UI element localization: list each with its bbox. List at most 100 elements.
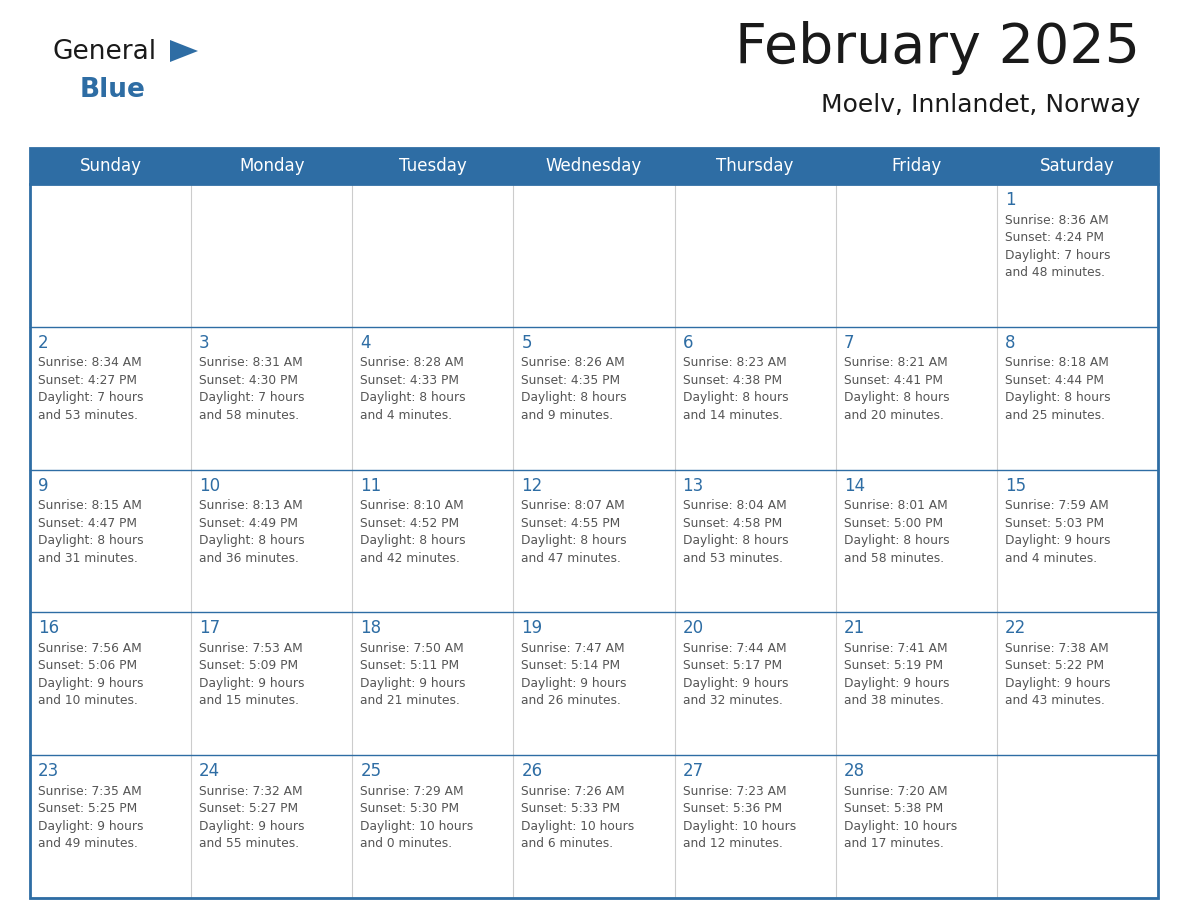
Text: and 32 minutes.: and 32 minutes. — [683, 694, 783, 708]
Text: Sunset: 4:52 PM: Sunset: 4:52 PM — [360, 517, 460, 530]
Text: Daylight: 9 hours: Daylight: 9 hours — [1005, 677, 1111, 690]
Text: Daylight: 8 hours: Daylight: 8 hours — [38, 534, 144, 547]
Text: Sunset: 4:33 PM: Sunset: 4:33 PM — [360, 374, 460, 386]
Text: 9: 9 — [38, 476, 49, 495]
Polygon shape — [170, 40, 198, 62]
Text: Sunset: 5:06 PM: Sunset: 5:06 PM — [38, 659, 137, 672]
Text: Daylight: 8 hours: Daylight: 8 hours — [360, 391, 466, 404]
Text: 23: 23 — [38, 762, 59, 780]
Text: Sunset: 5:03 PM: Sunset: 5:03 PM — [1005, 517, 1104, 530]
Text: Daylight: 8 hours: Daylight: 8 hours — [522, 534, 627, 547]
Text: Daylight: 7 hours: Daylight: 7 hours — [38, 391, 144, 404]
Text: Daylight: 8 hours: Daylight: 8 hours — [360, 534, 466, 547]
Bar — [675, 184, 835, 327]
Text: Sunset: 5:25 PM: Sunset: 5:25 PM — [38, 802, 138, 815]
Text: and 53 minutes.: and 53 minutes. — [38, 409, 138, 421]
Text: Daylight: 8 hours: Daylight: 8 hours — [843, 391, 949, 404]
Bar — [835, 184, 997, 327]
Text: Friday: Friday — [891, 157, 941, 175]
Text: Sunday: Sunday — [80, 157, 141, 175]
Text: Sunrise: 8:28 AM: Sunrise: 8:28 AM — [360, 356, 465, 369]
Bar — [191, 184, 353, 327]
Text: 1: 1 — [1005, 191, 1016, 209]
Text: and 53 minutes.: and 53 minutes. — [683, 552, 783, 565]
Bar — [353, 756, 513, 898]
Text: 4: 4 — [360, 334, 371, 352]
Text: Sunrise: 8:23 AM: Sunrise: 8:23 AM — [683, 356, 786, 369]
Text: Daylight: 10 hours: Daylight: 10 hours — [522, 820, 634, 833]
Text: and 15 minutes.: and 15 minutes. — [200, 694, 299, 708]
Bar — [353, 612, 513, 756]
Text: and 55 minutes.: and 55 minutes. — [200, 837, 299, 850]
Bar — [30, 327, 191, 470]
Text: and 58 minutes.: and 58 minutes. — [843, 552, 943, 565]
Text: 17: 17 — [200, 620, 220, 637]
Text: Sunrise: 7:32 AM: Sunrise: 7:32 AM — [200, 785, 303, 798]
Bar — [997, 327, 1158, 470]
Text: 8: 8 — [1005, 334, 1016, 352]
Text: Sunset: 5:30 PM: Sunset: 5:30 PM — [360, 802, 460, 815]
Text: Sunrise: 7:53 AM: Sunrise: 7:53 AM — [200, 642, 303, 655]
Bar — [997, 470, 1158, 612]
Text: Sunset: 4:24 PM: Sunset: 4:24 PM — [1005, 231, 1104, 244]
Text: Daylight: 7 hours: Daylight: 7 hours — [200, 391, 304, 404]
Text: 22: 22 — [1005, 620, 1026, 637]
Text: Blue: Blue — [80, 77, 146, 103]
Text: Daylight: 9 hours: Daylight: 9 hours — [200, 820, 304, 833]
Bar — [997, 612, 1158, 756]
Text: Sunrise: 8:07 AM: Sunrise: 8:07 AM — [522, 499, 625, 512]
Text: Sunrise: 7:26 AM: Sunrise: 7:26 AM — [522, 785, 625, 798]
Text: Sunset: 4:49 PM: Sunset: 4:49 PM — [200, 517, 298, 530]
Text: and 21 minutes.: and 21 minutes. — [360, 694, 460, 708]
Text: and 42 minutes.: and 42 minutes. — [360, 552, 460, 565]
Text: Sunrise: 8:15 AM: Sunrise: 8:15 AM — [38, 499, 141, 512]
Text: Daylight: 10 hours: Daylight: 10 hours — [843, 820, 958, 833]
Text: Sunset: 4:58 PM: Sunset: 4:58 PM — [683, 517, 782, 530]
Text: Daylight: 9 hours: Daylight: 9 hours — [360, 677, 466, 690]
Bar — [191, 470, 353, 612]
Text: Daylight: 8 hours: Daylight: 8 hours — [522, 391, 627, 404]
Text: Daylight: 10 hours: Daylight: 10 hours — [360, 820, 474, 833]
Text: 16: 16 — [38, 620, 59, 637]
Text: Sunset: 5:11 PM: Sunset: 5:11 PM — [360, 659, 460, 672]
Bar — [835, 756, 997, 898]
Bar — [675, 327, 835, 470]
Text: and 10 minutes.: and 10 minutes. — [38, 694, 138, 708]
Text: and 43 minutes.: and 43 minutes. — [1005, 694, 1105, 708]
Text: and 25 minutes.: and 25 minutes. — [1005, 409, 1105, 421]
Text: Sunset: 4:30 PM: Sunset: 4:30 PM — [200, 374, 298, 386]
Bar — [353, 327, 513, 470]
Bar — [675, 470, 835, 612]
Text: Tuesday: Tuesday — [399, 157, 467, 175]
Text: Sunset: 5:38 PM: Sunset: 5:38 PM — [843, 802, 943, 815]
Text: Sunrise: 8:26 AM: Sunrise: 8:26 AM — [522, 356, 625, 369]
Text: 12: 12 — [522, 476, 543, 495]
Text: Daylight: 9 hours: Daylight: 9 hours — [683, 677, 788, 690]
Text: Sunset: 5:17 PM: Sunset: 5:17 PM — [683, 659, 782, 672]
Text: 5: 5 — [522, 334, 532, 352]
Text: 26: 26 — [522, 762, 543, 780]
Text: Sunrise: 7:47 AM: Sunrise: 7:47 AM — [522, 642, 625, 655]
Text: Wednesday: Wednesday — [545, 157, 643, 175]
Text: Daylight: 8 hours: Daylight: 8 hours — [683, 391, 788, 404]
Text: Sunrise: 8:36 AM: Sunrise: 8:36 AM — [1005, 214, 1108, 227]
Text: Daylight: 9 hours: Daylight: 9 hours — [200, 677, 304, 690]
Text: Sunset: 4:55 PM: Sunset: 4:55 PM — [522, 517, 620, 530]
Text: and 47 minutes.: and 47 minutes. — [522, 552, 621, 565]
Text: Sunrise: 7:56 AM: Sunrise: 7:56 AM — [38, 642, 141, 655]
Text: and 17 minutes.: and 17 minutes. — [843, 837, 943, 850]
Bar — [835, 470, 997, 612]
Text: General: General — [52, 39, 156, 65]
Text: Sunrise: 8:34 AM: Sunrise: 8:34 AM — [38, 356, 141, 369]
Text: Daylight: 9 hours: Daylight: 9 hours — [38, 820, 144, 833]
Text: and 4 minutes.: and 4 minutes. — [360, 409, 453, 421]
Text: and 9 minutes.: and 9 minutes. — [522, 409, 613, 421]
Text: Sunset: 4:41 PM: Sunset: 4:41 PM — [843, 374, 943, 386]
Bar — [513, 756, 675, 898]
Text: Sunrise: 7:59 AM: Sunrise: 7:59 AM — [1005, 499, 1108, 512]
Bar — [30, 184, 191, 327]
Text: Daylight: 10 hours: Daylight: 10 hours — [683, 820, 796, 833]
Text: Daylight: 9 hours: Daylight: 9 hours — [1005, 534, 1111, 547]
Text: Daylight: 8 hours: Daylight: 8 hours — [200, 534, 305, 547]
Text: Sunrise: 7:44 AM: Sunrise: 7:44 AM — [683, 642, 786, 655]
